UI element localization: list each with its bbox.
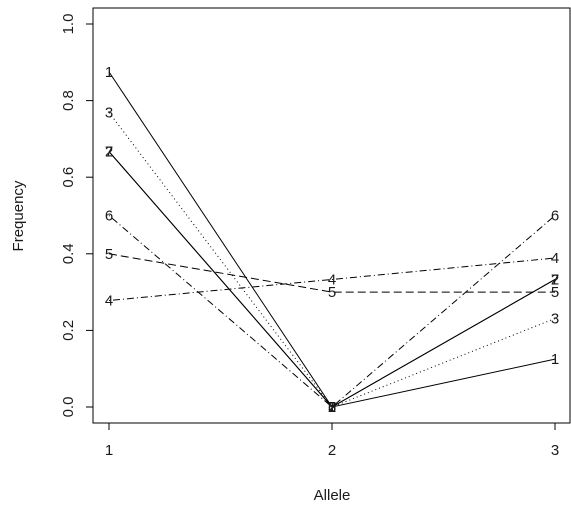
series-line-3 bbox=[108, 112, 556, 408]
y-tick-label-0.2: 0.2 bbox=[60, 320, 77, 341]
point-label-series-3-x3: 3 bbox=[551, 311, 559, 328]
x-tick-label-3: 3 bbox=[551, 442, 559, 459]
point-label-series-1-x2: 1 bbox=[328, 399, 336, 416]
series-line-5 bbox=[108, 253, 555, 293]
point-label-series-5-x2: 5 bbox=[328, 284, 336, 301]
point-label-series-7-x3: 7 bbox=[551, 271, 559, 288]
point-label-series-4-x3: 4 bbox=[551, 250, 559, 267]
series-line-4 bbox=[108, 257, 556, 302]
point-label-series-1-x1: 1 bbox=[105, 64, 113, 81]
point-label-series-3-x1: 3 bbox=[105, 104, 113, 121]
series-line-7 bbox=[108, 151, 556, 408]
point-label-series-7-x1: 7 bbox=[105, 144, 113, 161]
point-label-series-4-x2: 4 bbox=[328, 271, 336, 288]
series-line-6 bbox=[108, 215, 556, 408]
point-label-series-6-x1: 6 bbox=[105, 208, 113, 225]
y-axis-title: Frequency bbox=[10, 180, 27, 251]
point-label-series-1-x3: 1 bbox=[551, 351, 559, 368]
point-label-series-7-x2: 7 bbox=[328, 399, 336, 416]
x-tick-label-2: 2 bbox=[328, 442, 336, 459]
point-label-series-2-x3: 2 bbox=[551, 271, 559, 288]
series-line-1 bbox=[108, 71, 556, 408]
y-tick-label-0.0: 0.0 bbox=[60, 397, 77, 418]
x-axis-title: Allele bbox=[314, 487, 351, 504]
point-label-series-2-x1: 2 bbox=[105, 144, 113, 161]
axes: 1 2 30.00.20.40.60.81.0 bbox=[60, 14, 559, 459]
point-label-series-6-x2: 6 bbox=[328, 399, 336, 416]
point-label-series-6-x3: 6 bbox=[551, 208, 559, 225]
point-label-series-3-x2: 3 bbox=[328, 399, 336, 416]
x-tick-label-1: 1 bbox=[105, 442, 113, 459]
point-label-series-2-x2: 2 bbox=[328, 399, 336, 416]
y-tick-label-0.8: 0.8 bbox=[60, 90, 77, 111]
point-label-series-5-x3: 5 bbox=[551, 284, 559, 301]
y-tick-label-0.4: 0.4 bbox=[60, 243, 77, 264]
point-label-series-5-x1: 5 bbox=[105, 246, 113, 263]
y-tick-label-0.6: 0.6 bbox=[60, 167, 77, 188]
y-tick-label-1.0: 1.0 bbox=[60, 14, 77, 35]
series-lines bbox=[108, 71, 556, 408]
point-label-series-4-x1: 4 bbox=[105, 293, 113, 310]
